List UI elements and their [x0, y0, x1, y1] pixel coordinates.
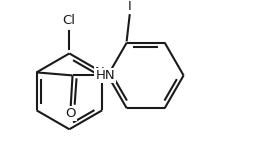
- Text: Cl: Cl: [62, 14, 75, 27]
- Text: N: N: [95, 66, 104, 79]
- Text: HN: HN: [96, 69, 116, 82]
- Text: O: O: [65, 107, 76, 120]
- Text: I: I: [128, 0, 132, 13]
